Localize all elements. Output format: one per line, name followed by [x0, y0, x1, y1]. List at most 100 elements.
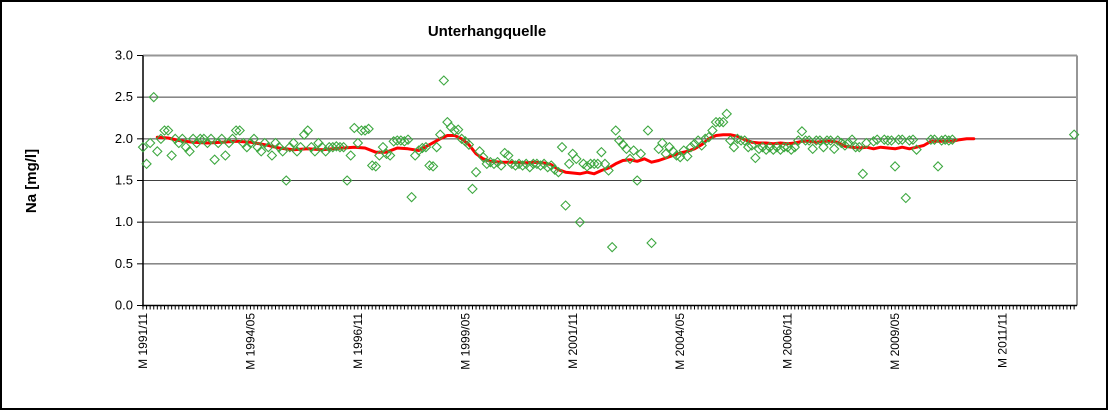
scatter-point — [843, 137, 854, 149]
y-tick-label: 2.0 — [115, 131, 133, 146]
y-tick-label: 3.0 — [115, 48, 133, 63]
scatter-point — [850, 141, 861, 153]
scatter-point — [220, 150, 231, 161]
scatter-point — [879, 134, 890, 145]
scatter-point — [889, 161, 901, 172]
scatter-point — [302, 125, 314, 136]
scatter-point — [828, 143, 840, 155]
scatter-point — [449, 125, 460, 136]
scatter-point — [413, 145, 425, 156]
scatter-point — [760, 144, 772, 155]
y-tick-label: 2.5 — [115, 89, 133, 104]
scatter-point — [141, 158, 152, 170]
scatter-point — [510, 160, 521, 171]
scatter-point — [635, 148, 647, 160]
scatter-point — [205, 133, 217, 145]
scatter-point — [159, 125, 170, 136]
scatter-point — [517, 160, 528, 171]
scatter-point — [768, 144, 779, 155]
scatter-point — [646, 237, 657, 249]
scatter-point — [452, 124, 464, 135]
x-tick-label: M 2009/05 — [888, 313, 902, 370]
scatter-point — [334, 141, 346, 153]
scatter-point — [682, 151, 693, 162]
scatter-point — [553, 166, 564, 178]
scatter-point — [739, 135, 750, 146]
scatter-point — [642, 125, 654, 136]
scatter-point — [298, 129, 310, 140]
scatter-point — [896, 134, 908, 145]
scatter-point — [477, 151, 489, 163]
scatter-point — [778, 141, 790, 153]
axes — [142, 55, 1077, 307]
scatter-point — [657, 137, 668, 149]
scatter-point — [929, 134, 940, 145]
scatter-point — [245, 137, 256, 149]
scatter-point — [939, 134, 951, 145]
scatter-point — [341, 175, 353, 186]
scatter-point — [535, 160, 546, 171]
scatter-point — [470, 166, 482, 178]
scatter-point — [481, 158, 493, 170]
scatter-point — [853, 141, 865, 153]
scatter-point — [202, 137, 213, 149]
scatter-point — [707, 125, 718, 136]
scatter-point — [714, 116, 725, 128]
scatter-point — [409, 150, 421, 161]
y-axis-ticks — [137, 55, 143, 306]
scatter-point — [467, 183, 478, 195]
scatter-point — [911, 144, 922, 155]
scatter-point — [689, 138, 700, 150]
scatter-point — [717, 116, 729, 128]
x-tick-label: M 1996/11 — [351, 313, 365, 369]
scatter-point — [384, 150, 396, 161]
scatter-point — [391, 135, 403, 146]
scatter-point — [742, 141, 754, 153]
y-axis-tick-labels: 0.0 0.5 1.0 1.5 2.0 2.5 3.0 — [115, 48, 133, 313]
scatter-point — [248, 133, 260, 145]
scatter-point — [1068, 129, 1080, 140]
scatter-point — [947, 134, 958, 145]
scatter-point — [728, 141, 740, 153]
scatter-point — [309, 146, 321, 157]
scatter-point — [438, 75, 450, 86]
scatter-point — [846, 134, 858, 145]
scatter-point — [628, 145, 639, 156]
scatter-point — [399, 136, 410, 147]
scatter-point — [230, 125, 242, 136]
scatter-point — [191, 137, 202, 149]
scatter-point — [932, 161, 944, 172]
scatter-point — [177, 133, 188, 145]
x-tick-label: M 2011/11 — [996, 313, 1010, 368]
scatter-point — [327, 141, 339, 153]
gridlines — [143, 96, 1077, 265]
scatter-point — [255, 146, 267, 157]
x-tick-label: M 2001/11 — [566, 313, 580, 369]
scatter-point — [696, 140, 707, 151]
scatter-point — [216, 133, 228, 145]
scatter-point — [162, 125, 174, 136]
scatter-point — [166, 150, 177, 161]
scatter-point — [417, 142, 428, 154]
scatter-point — [359, 125, 371, 136]
scatter-point — [785, 144, 797, 155]
scatter-point — [796, 126, 808, 137]
scatter-point — [295, 141, 306, 153]
y-axis-title: Na [mg/l] — [23, 149, 40, 213]
scatter-point — [603, 165, 614, 176]
scatter-point — [349, 122, 360, 134]
scatter-point — [266, 150, 278, 161]
scatter-point — [366, 160, 378, 171]
x-axis-tick-labels: M 1991/11 M 1994/05 M 1996/11 M 1999/05 M 20… — [136, 313, 1010, 370]
scatter-point — [209, 154, 220, 165]
scatter-point — [818, 141, 829, 153]
scatter-point — [528, 158, 539, 170]
scatter-point — [606, 241, 618, 253]
scatter-point — [227, 133, 238, 145]
scatter-point — [560, 200, 571, 211]
scatter-point — [280, 175, 292, 186]
scatter-point — [524, 161, 536, 173]
scatter-point — [223, 137, 235, 149]
